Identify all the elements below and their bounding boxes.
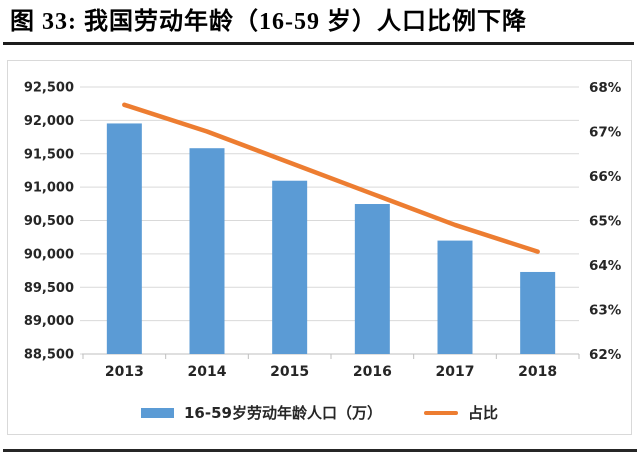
y-axis-left-label: 88,500 xyxy=(24,348,74,363)
y-axis-left-label: 89,000 xyxy=(24,314,74,329)
chart-legend: 16-59岁劳动年龄人口（万） 占比 xyxy=(8,405,631,421)
y-axis-left-label: 91,500 xyxy=(24,147,74,162)
y-axis-left-label: 92,500 xyxy=(24,81,74,96)
x-axis-label: 2015 xyxy=(270,364,309,380)
x-axis-label: 2013 xyxy=(105,364,144,380)
x-axis-label: 2016 xyxy=(353,364,392,380)
y-axis-right-label: 67% xyxy=(589,125,622,141)
y-axis-left-label: 92,000 xyxy=(24,114,74,129)
y-axis-left-label: 91,000 xyxy=(24,181,74,196)
bar-2017 xyxy=(437,240,473,354)
legend-bar-swatch xyxy=(141,408,174,418)
figure-title: 图 33: 我国劳动年龄（16-59 岁）人口比例下降 xyxy=(10,9,527,35)
legend-bar-label: 16-59岁劳动年龄人口（万） xyxy=(184,404,382,422)
y-axis-left-label: 90,000 xyxy=(24,247,74,262)
chart-container: 92,500 92,000 91,500 91,000 90,500 90,000 89,5… xyxy=(7,60,632,435)
bar-2014 xyxy=(189,148,225,354)
legend-spacer xyxy=(392,413,414,414)
y-axis-right-label: 63% xyxy=(589,303,622,319)
y-axis-left-label: 90,500 xyxy=(24,214,74,229)
labor-population-combo-chart: 92,500 92,000 91,500 91,000 90,500 90,000 89,5… xyxy=(24,80,622,380)
bar-2015 xyxy=(272,180,308,354)
x-axis-label: 2018 xyxy=(518,364,557,380)
bottom-border-rule xyxy=(3,449,637,452)
bar-2018 xyxy=(520,271,556,354)
x-axis-label: 2017 xyxy=(436,364,475,380)
y-axis-right-label: 64% xyxy=(589,258,622,274)
bar-2013 xyxy=(106,123,142,354)
y-axis-right-label: 62% xyxy=(589,347,622,363)
legend-line-swatch xyxy=(423,411,458,415)
y-axis-right-label: 68% xyxy=(589,80,622,96)
y-axis-right-label: 66% xyxy=(589,169,622,185)
title-underline-rule xyxy=(3,42,634,45)
x-axis-label: 2014 xyxy=(188,364,227,380)
y-axis-left-label: 89,500 xyxy=(24,281,74,296)
bar-2016 xyxy=(354,204,390,354)
legend-line-label: 占比 xyxy=(467,404,498,422)
y-axis-right-label: 65% xyxy=(589,214,622,230)
ratio-line xyxy=(122,102,540,254)
